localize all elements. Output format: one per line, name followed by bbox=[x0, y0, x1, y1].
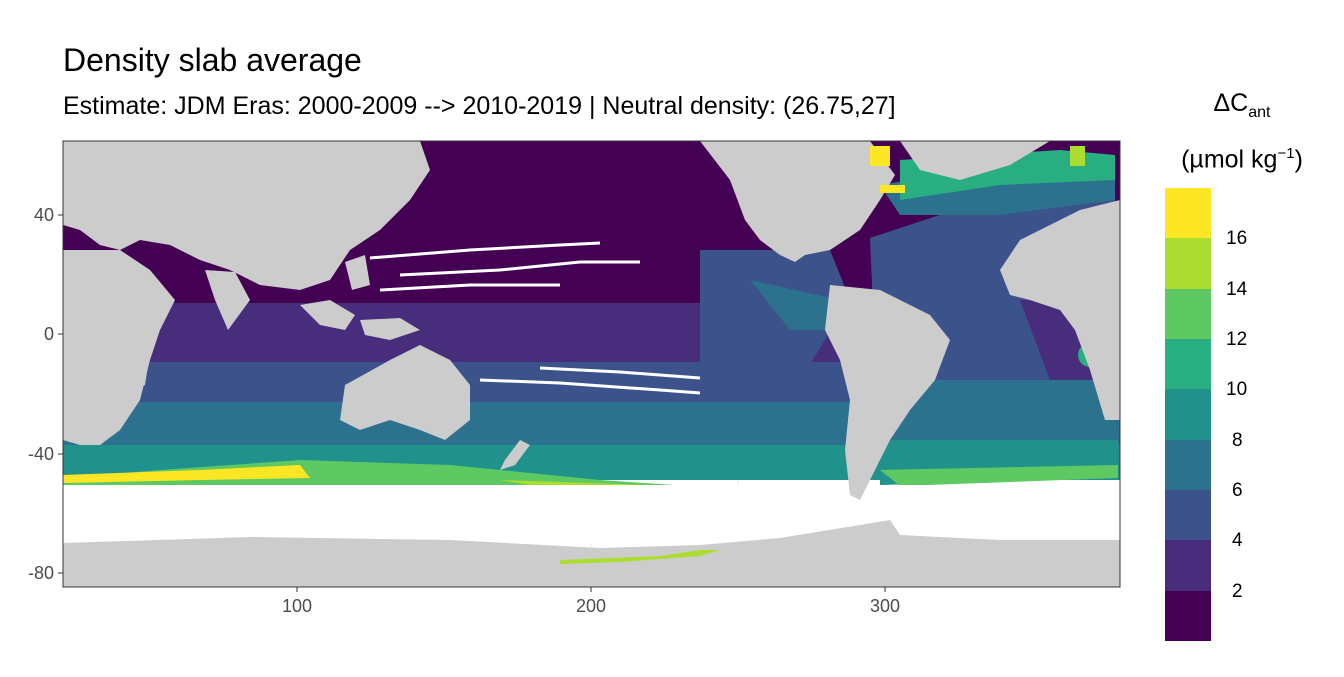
x-tick-label-200: 200 bbox=[576, 596, 606, 616]
south-atlantic-green bbox=[880, 465, 1118, 486]
legend-title-subscript: ant bbox=[1248, 104, 1271, 121]
arctic-highs bbox=[870, 146, 1085, 193]
chart-title: Density slab average bbox=[63, 42, 362, 78]
nordic-lime bbox=[1070, 146, 1085, 166]
legend-label-14: 14 bbox=[1226, 279, 1248, 300]
southern-ocean-yellow-west bbox=[63, 465, 310, 483]
legend-swatch-4 bbox=[1165, 389, 1211, 440]
y-tick-label-minus80: -80 bbox=[28, 563, 54, 583]
legend-label-16: 16 bbox=[1226, 228, 1248, 249]
nodata-antarctic-band bbox=[63, 485, 1120, 543]
baffin-yellow bbox=[870, 146, 890, 166]
australia bbox=[340, 345, 470, 440]
legend-swatch-5 bbox=[1165, 440, 1211, 490]
north-america bbox=[700, 141, 895, 262]
chart-subtitle: Estimate: JDM Eras: 2000-2009 --> 2010-2… bbox=[63, 92, 896, 120]
new-zealand bbox=[500, 440, 530, 470]
legend-swatch-6 bbox=[1165, 490, 1211, 540]
nodata-streaks bbox=[369, 241, 701, 395]
south-america bbox=[825, 285, 950, 500]
east-pacific bbox=[700, 250, 850, 380]
sumatra-borneo bbox=[300, 300, 355, 330]
legend-label-4: 4 bbox=[1232, 530, 1243, 551]
x-tick-label-300: 300 bbox=[870, 596, 900, 616]
legend-swatch-7 bbox=[1165, 540, 1211, 591]
legend-colorbar bbox=[1165, 188, 1211, 641]
legend-title: ΔCant bbox=[1162, 88, 1322, 128]
south-atlantic-band bbox=[880, 380, 1118, 445]
axis-tick-labels: 40 0 -40 -80 100 200 300 bbox=[28, 205, 900, 616]
legend-swatch-3 bbox=[1165, 339, 1211, 389]
legend-label-6: 6 bbox=[1232, 480, 1243, 501]
map-layers bbox=[63, 141, 1120, 587]
y-tick-label-0: 0 bbox=[44, 324, 54, 344]
africa-east bbox=[63, 250, 175, 445]
legend-unit-base: (µmol kg bbox=[1181, 145, 1278, 174]
india bbox=[205, 270, 250, 330]
legend-swatch-0 bbox=[1165, 188, 1211, 238]
legend-label-8: 8 bbox=[1232, 430, 1243, 451]
africa-west bbox=[1000, 200, 1120, 420]
legend-unit: (µmol kg−1) bbox=[1162, 139, 1322, 174]
ross-sea-shelf bbox=[560, 550, 720, 564]
legend-unit-exponent: −1 bbox=[1277, 145, 1295, 162]
legend-swatch-1 bbox=[1165, 238, 1211, 289]
streak-north-2 bbox=[399, 260, 640, 277]
antarctica bbox=[63, 520, 1120, 587]
streak-south-2 bbox=[539, 366, 701, 380]
philippines bbox=[345, 255, 370, 290]
continents bbox=[63, 141, 1120, 500]
streak-north-1 bbox=[369, 241, 601, 260]
legend-label-2: 2 bbox=[1232, 581, 1243, 602]
legend-swatch-2 bbox=[1165, 289, 1211, 339]
new-guinea bbox=[360, 318, 420, 340]
legend-unit-close: ) bbox=[1294, 145, 1303, 174]
greenland bbox=[900, 141, 1050, 180]
legend-swatch-8 bbox=[1165, 591, 1211, 641]
x-tick-label-100: 100 bbox=[282, 596, 312, 616]
y-tick-label-40: 40 bbox=[34, 205, 54, 225]
legend-label-10: 10 bbox=[1226, 379, 1248, 400]
east-pacific-tropics bbox=[700, 250, 850, 380]
madagascar bbox=[135, 352, 150, 390]
streak-north-3 bbox=[379, 283, 560, 292]
legend-label-12: 12 bbox=[1226, 329, 1248, 350]
eurasia bbox=[63, 141, 430, 290]
y-tick-label-minus40: -40 bbox=[28, 444, 54, 464]
streak-south-1 bbox=[479, 378, 701, 395]
legend-title-symbol: ΔC bbox=[1213, 89, 1249, 117]
labrador-yellow bbox=[880, 185, 905, 193]
east-pacific-tongue bbox=[750, 280, 850, 330]
axis-ticks bbox=[58, 214, 886, 592]
